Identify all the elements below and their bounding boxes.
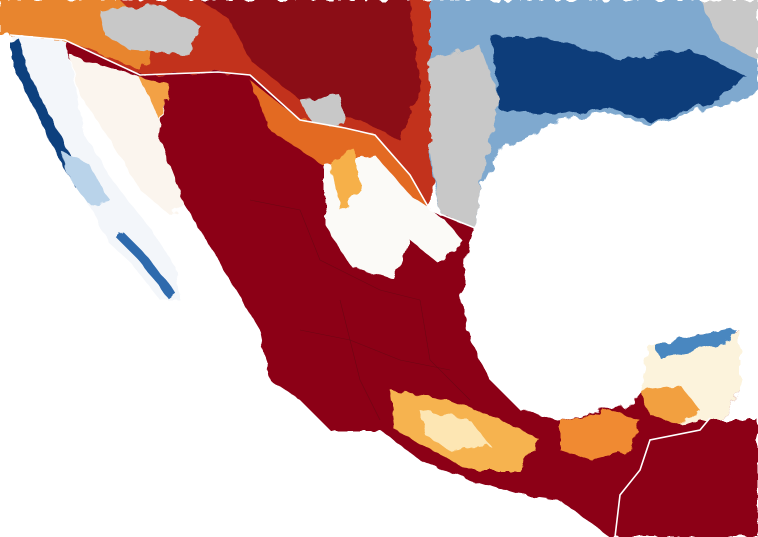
baja: [10, 35, 180, 300]
us-gray-patch: [100, 5, 200, 55]
state-border: [249, 199, 421, 301]
state-border: [419, 299, 471, 401]
guatemala-border: [614, 417, 711, 537]
state-border: [339, 299, 381, 421]
sonora-fringe: [140, 78, 170, 120]
baja-south-coast: [116, 231, 176, 299]
state-border: [299, 329, 451, 371]
us-gray-patch: [300, 95, 345, 135]
state-borders: [249, 199, 471, 421]
us-east-deep: [490, 35, 745, 122]
baja-light-blue: [60, 150, 110, 205]
us-east-gray: [700, 0, 758, 60]
us-mexico-border: [9, 34, 476, 229]
central-orange: [330, 150, 360, 210]
yucatan-blue: [655, 328, 735, 358]
yucatan-orange: [640, 385, 700, 425]
us-east-light: [430, 45, 500, 228]
us-west-hot: [200, 0, 420, 140]
isthmus-orange: [560, 410, 640, 460]
mexico-mainland: [65, 40, 758, 537]
south-light: [420, 410, 490, 450]
anomaly-layer: [0, 0, 758, 228]
